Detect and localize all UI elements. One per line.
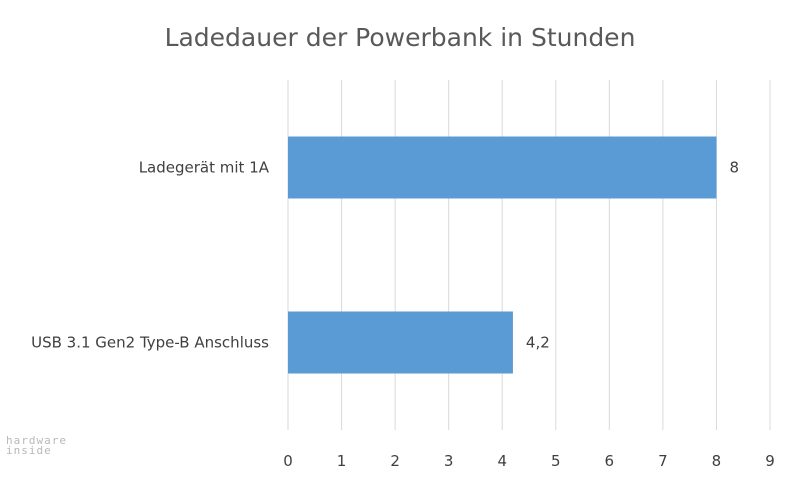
x-tick-label-0: 0	[283, 452, 293, 470]
x-tick-label-5: 5	[551, 452, 561, 470]
data-label-1: 8	[729, 159, 739, 177]
x-tick-label-2: 2	[390, 452, 400, 470]
y-axis-categories: Ladegerät mit 1A USB 3.1 Gen2 Type-B Ansc…	[31, 159, 270, 352]
data-label-2: 4,2	[526, 334, 550, 352]
category-label-2: USB 3.1 Gen2 Type-B Anschluss	[31, 334, 269, 352]
bars: 84,2	[288, 136, 739, 374]
x-tick-label-3: 3	[444, 452, 454, 470]
x-tick-label-8: 8	[712, 452, 722, 470]
x-axis-ticks: 0 1 2 3 4 5 6 7 8 9	[283, 452, 775, 470]
hardware-inside-logo: hardware inside	[6, 434, 67, 457]
x-tick-label-4: 4	[497, 452, 507, 470]
gridlines	[287, 80, 771, 430]
bar-1	[288, 136, 717, 199]
x-tick-label-7: 7	[658, 452, 668, 470]
x-tick-label-1: 1	[337, 452, 347, 470]
logo-line-1: hardware	[6, 434, 67, 447]
x-tick-label-9: 9	[765, 452, 775, 470]
x-tick-label-6: 6	[605, 452, 615, 470]
category-label-1: Ladegerät mit 1A	[139, 159, 270, 177]
chart-title: Ladedauer der Powerbank in Stunden	[165, 23, 636, 52]
bar-2	[288, 311, 513, 374]
logo-line-2: inside	[6, 444, 52, 457]
